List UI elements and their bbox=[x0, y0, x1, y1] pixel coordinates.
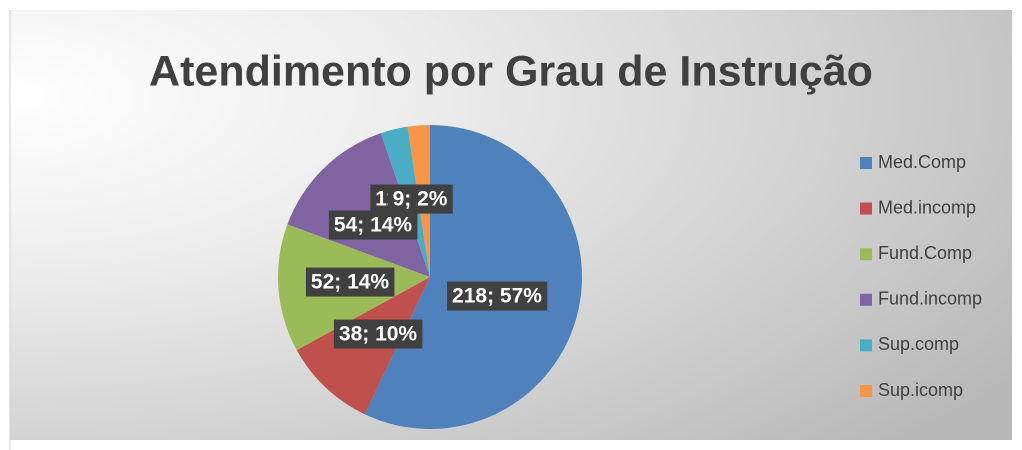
chart-title: Atendimento por Grau de Instrução bbox=[149, 47, 873, 95]
legend-label: Fund.Comp bbox=[878, 243, 972, 263]
data-label: 38; 10% bbox=[339, 323, 418, 346]
legend-swatch bbox=[860, 293, 872, 306]
legend-label: Sup.comp bbox=[878, 334, 959, 354]
legend-label: Fund.incomp bbox=[878, 289, 982, 309]
pie-slice bbox=[287, 133, 430, 277]
data-label-box bbox=[447, 281, 548, 311]
pie-slice bbox=[364, 125, 582, 429]
legend-swatch bbox=[860, 385, 872, 397]
data-label: 218; 57% bbox=[452, 285, 542, 308]
data-label-box bbox=[387, 184, 453, 214]
legend-label: Sup.icomp bbox=[878, 380, 963, 400]
legend-label: Med.Comp bbox=[878, 152, 966, 172]
legend-swatch bbox=[860, 157, 872, 169]
legend-swatch bbox=[860, 248, 872, 261]
data-label-box bbox=[333, 319, 423, 349]
legend-swatch bbox=[860, 339, 872, 352]
data-label: 52; 14% bbox=[311, 271, 390, 294]
data-label: 54; 14% bbox=[334, 214, 413, 237]
data-label-box bbox=[328, 210, 418, 240]
legend-label: Med.incomp bbox=[878, 197, 976, 217]
legend-swatch bbox=[860, 202, 872, 215]
data-label-box bbox=[305, 267, 395, 297]
data-label: 9; 2% bbox=[393, 188, 448, 211]
